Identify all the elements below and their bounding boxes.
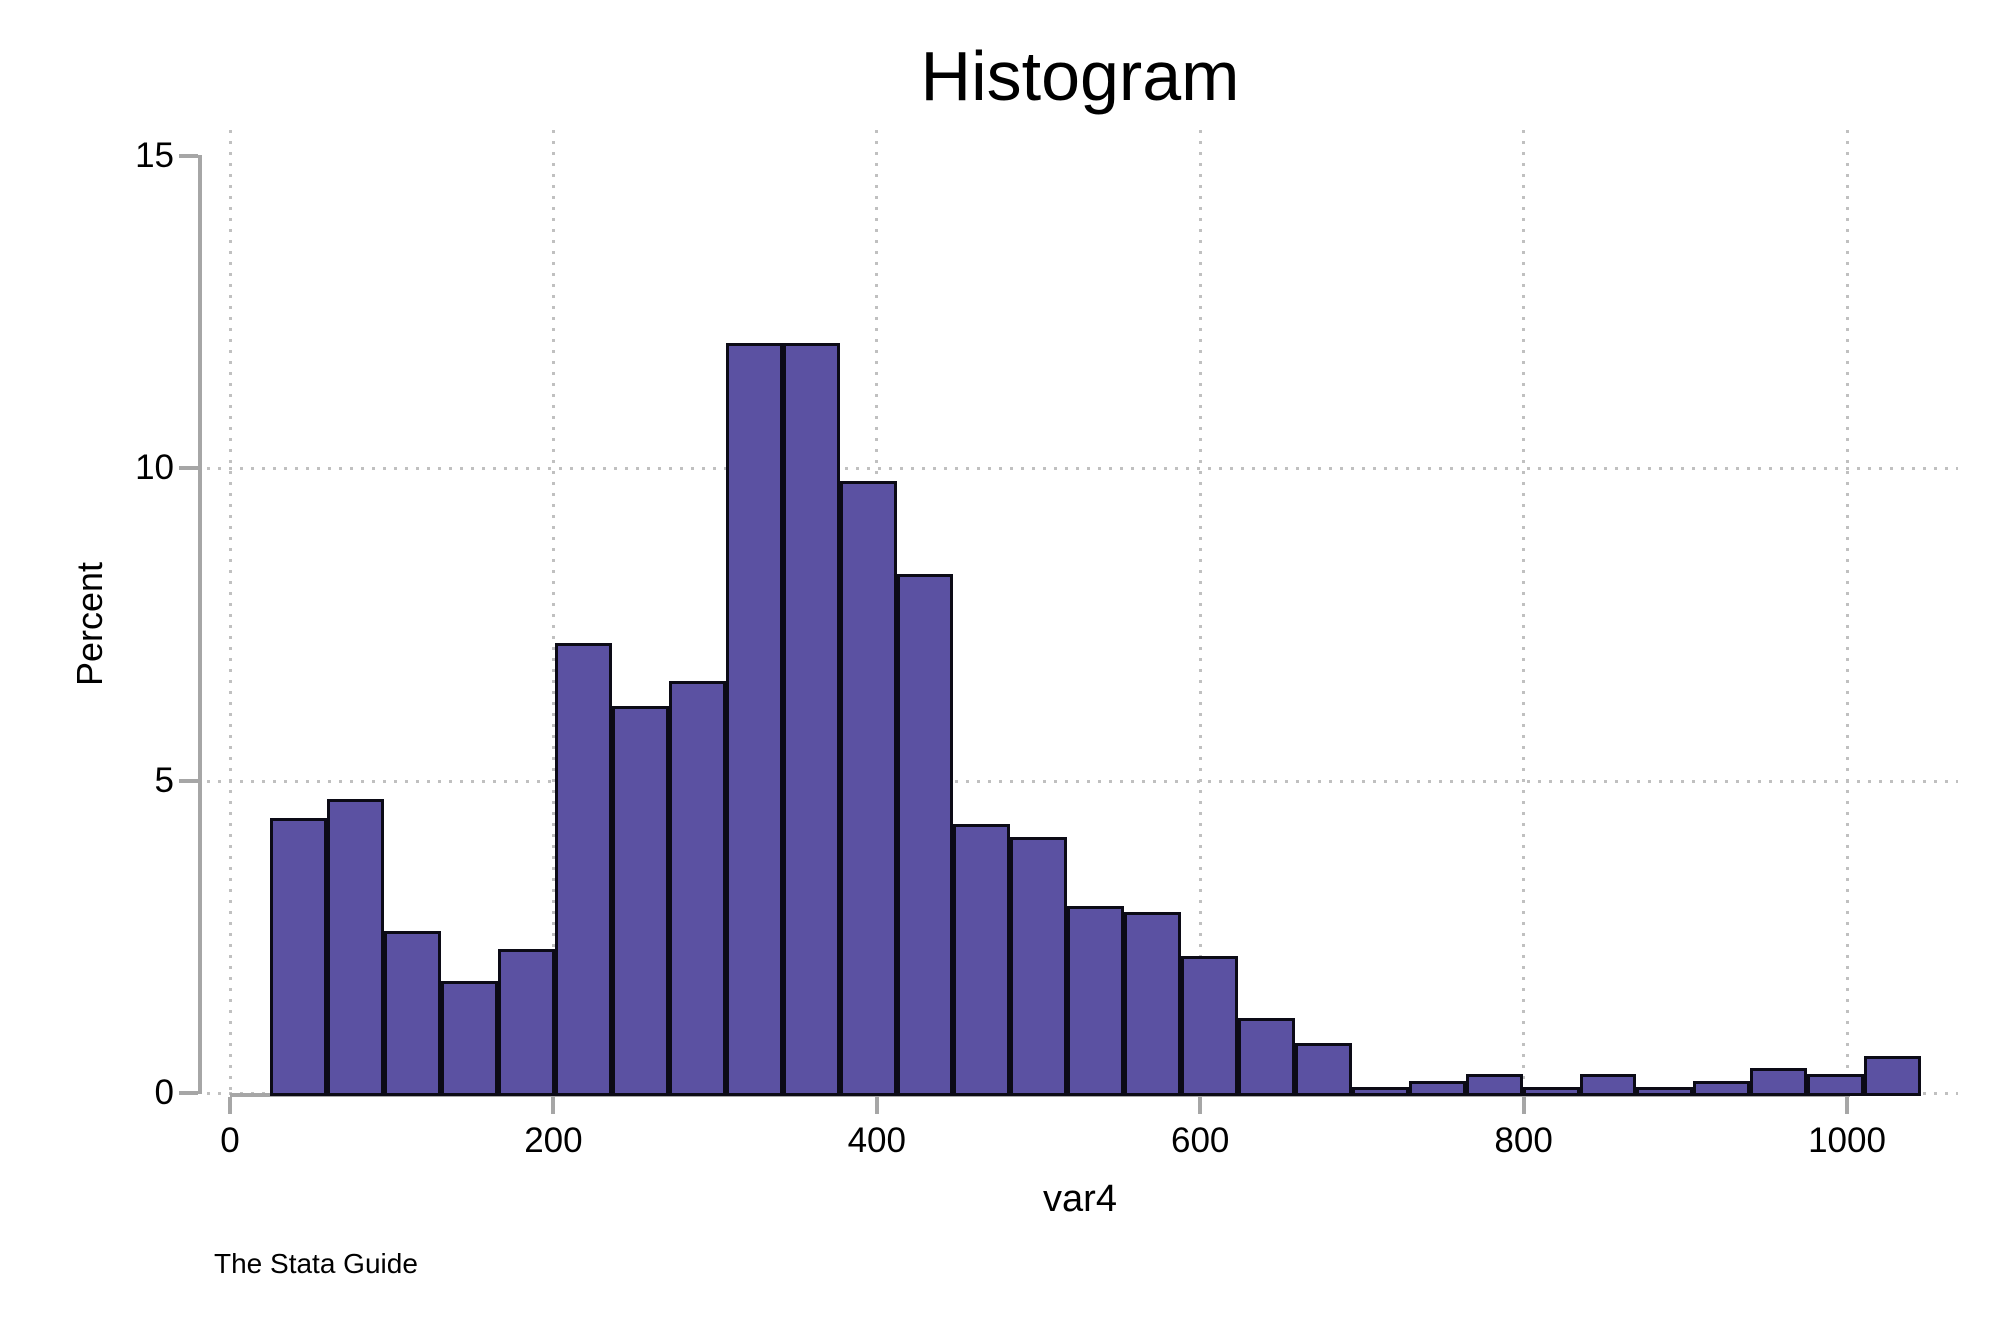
- chart-title: Histogram: [920, 37, 1240, 115]
- x-tick-label: 800: [1494, 1121, 1553, 1160]
- histogram-bar: [1067, 905, 1125, 1096]
- y-tick-label: 0: [154, 1073, 174, 1112]
- y-tick-label: 10: [135, 448, 174, 487]
- histogram-bar: [1579, 1074, 1637, 1096]
- y-tick: [179, 778, 198, 783]
- histogram-bar: [896, 574, 954, 1096]
- histogram-bar: [327, 799, 385, 1096]
- histogram-bar: [1351, 1086, 1409, 1096]
- histogram-bar: [1181, 955, 1239, 1096]
- y-gridline: [207, 779, 1958, 783]
- y-gridline: [207, 467, 1958, 470]
- histogram-bar: [270, 818, 328, 1096]
- histogram-bar: [498, 949, 555, 1096]
- x-axis-label: var4: [1043, 1178, 1117, 1220]
- histogram-bar: [725, 343, 783, 1096]
- histogram-bar: [839, 480, 897, 1096]
- histogram-bar: [441, 980, 499, 1096]
- x-tick: [1198, 1097, 1203, 1114]
- histogram-bar: [1522, 1086, 1580, 1096]
- x-gridline: [1522, 130, 1526, 1093]
- x-tick: [874, 1097, 879, 1114]
- histogram-bar: [1864, 1055, 1922, 1096]
- x-tick: [551, 1097, 556, 1114]
- x-tick-label: 1000: [1808, 1121, 1886, 1160]
- histogram-bar: [668, 680, 726, 1096]
- x-gridline: [1198, 130, 1202, 1093]
- x-gridline: [551, 130, 555, 1093]
- y-tick: [179, 466, 198, 470]
- histogram-bar: [1636, 1086, 1694, 1096]
- histogram-bar: [1408, 1080, 1466, 1096]
- x-gridline: [228, 130, 232, 1093]
- y-tick-label: 5: [154, 760, 174, 800]
- histogram-bar: [1693, 1080, 1751, 1096]
- y-tick: [179, 153, 198, 158]
- x-tick-label: 0: [220, 1121, 240, 1160]
- y-axis-line: [198, 155, 202, 1094]
- histogram-bar: [1124, 911, 1182, 1096]
- histogram-bar: [1750, 1068, 1808, 1096]
- x-tick: [228, 1097, 232, 1114]
- x-tick: [1845, 1097, 1849, 1114]
- histogram-bar: [1465, 1074, 1523, 1096]
- x-tick-label: 400: [847, 1121, 906, 1160]
- histogram-bar: [1238, 1018, 1295, 1096]
- histogram-bar: [384, 930, 442, 1096]
- histogram-bar: [611, 705, 669, 1096]
- histogram-bar: [1294, 1043, 1352, 1096]
- histogram-bar: [555, 643, 612, 1096]
- histogram-bar: [1807, 1074, 1865, 1096]
- x-tick: [1521, 1097, 1526, 1114]
- y-tick-label: 15: [135, 135, 174, 175]
- histogram-bar: [953, 824, 1011, 1096]
- x-tick-label: 600: [1170, 1121, 1230, 1160]
- x-tick-label: 200: [524, 1121, 583, 1160]
- histogram-bar: [782, 343, 840, 1096]
- y-tick: [179, 1091, 198, 1095]
- histogram-bar: [1010, 836, 1068, 1096]
- source-credit: The Stata Guide: [214, 1248, 418, 1279]
- x-gridline: [1845, 130, 1849, 1093]
